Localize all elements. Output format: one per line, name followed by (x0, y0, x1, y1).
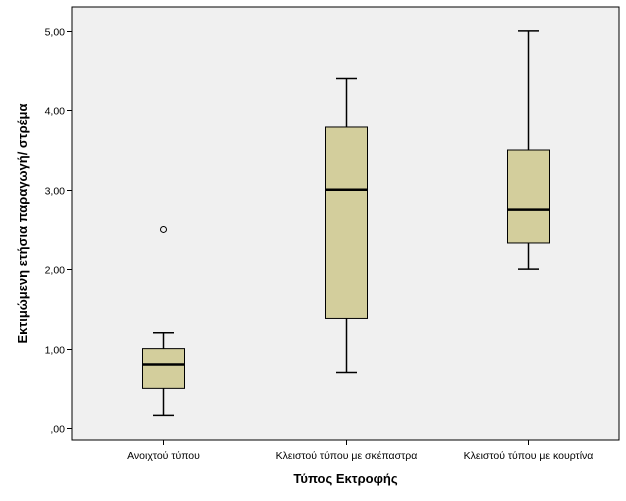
x-axis: Ανοιχτού τύπου Κλειστού τύπου με σκέπαστρ… (127, 440, 593, 462)
box-iqr (507, 149, 550, 244)
x-axis-title: Τύπος Εκτροφής (293, 471, 397, 486)
y-tick-label: ,00 (50, 424, 65, 436)
x-tick-label: Κλειστού τύπου με κουρτίνα (464, 450, 594, 462)
box-iqr (325, 126, 368, 319)
y-axis-title: Εκτιμώμενη ετήσια παραγωγή/ στρέμα (15, 104, 30, 344)
box-iqr (142, 348, 185, 389)
boxes-group (142, 30, 550, 417)
x-tick-label: Κλειστού τύπου με σκέπαστρα (276, 450, 418, 462)
box-2 (325, 77, 368, 374)
box-1 (142, 225, 185, 417)
y-tick-label: 3,00 (45, 186, 66, 198)
y-axis: ,00 1,00 2,00 3,00 4,00 5,00 (45, 27, 72, 436)
box-3 (507, 30, 550, 270)
y-tick-label: 5,00 (45, 27, 66, 39)
x-tick-label: Ανοιχτού τύπου (127, 450, 200, 462)
outlier-point (160, 225, 167, 233)
y-tick-label: 4,00 (45, 106, 66, 118)
y-tick-label: 1,00 (45, 345, 66, 357)
y-tick-label: 2,00 (45, 265, 66, 277)
